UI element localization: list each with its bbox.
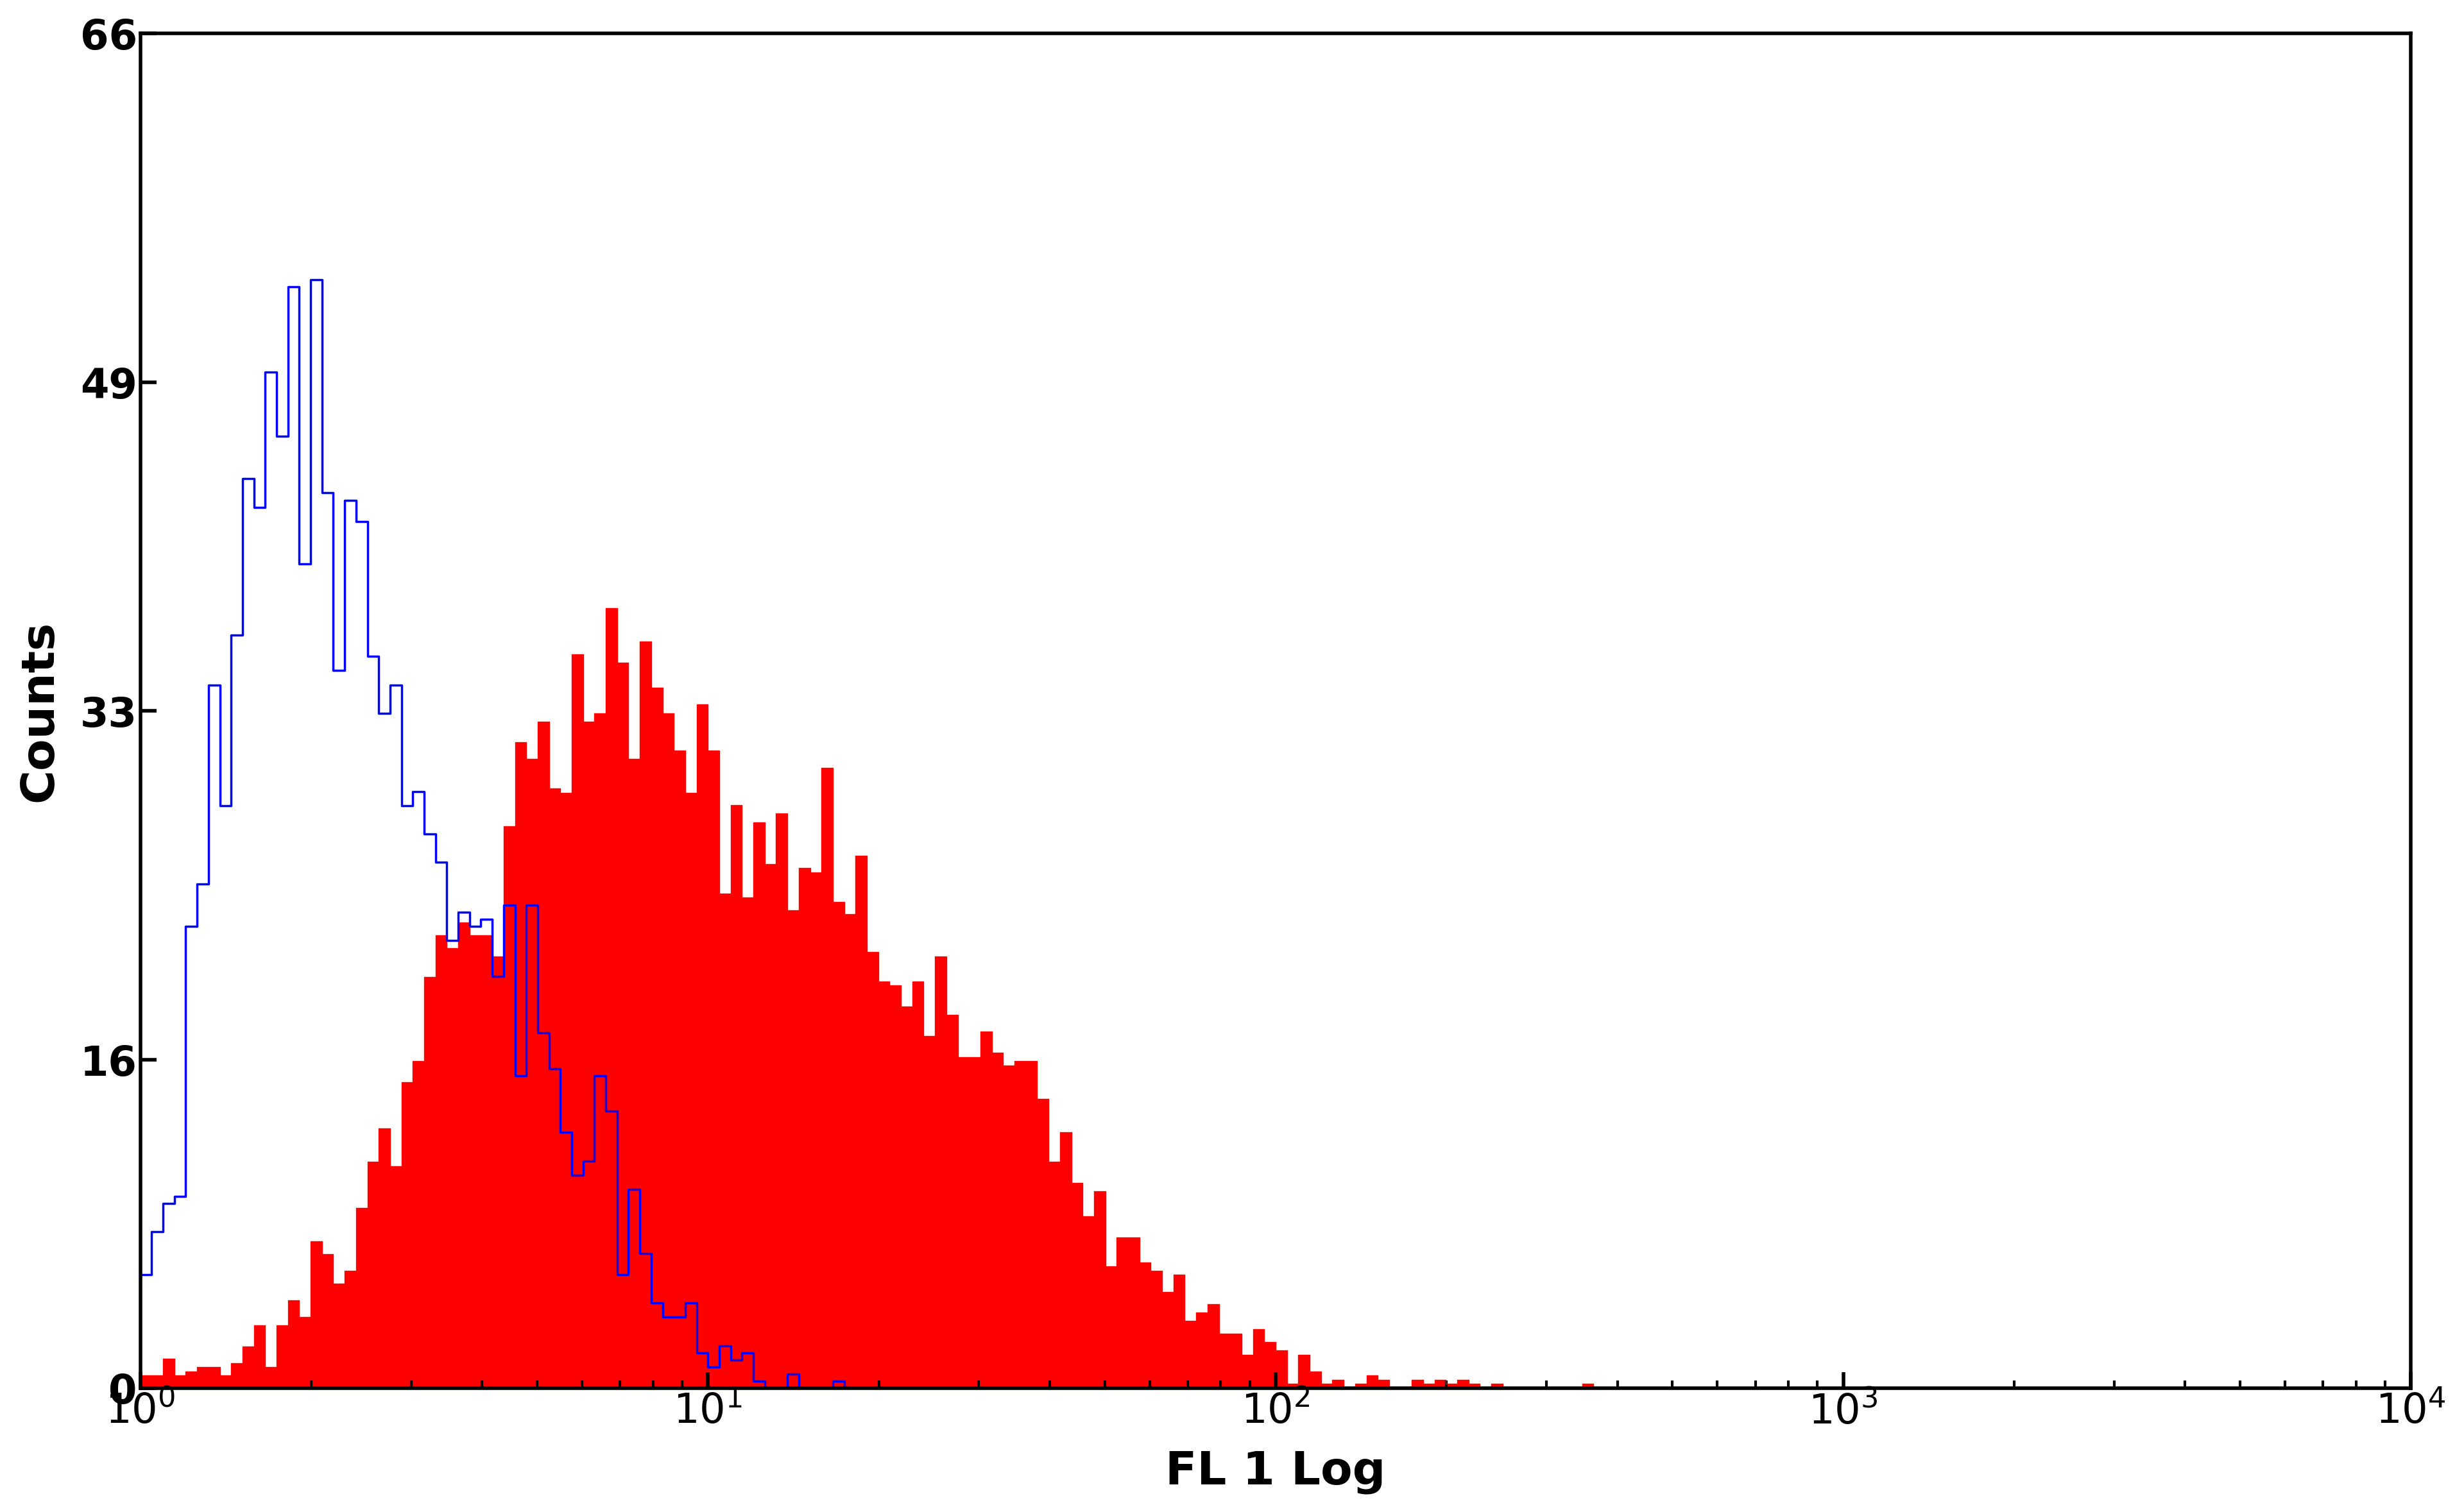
Y-axis label: Counts: Counts — [17, 620, 62, 801]
X-axis label: FL 1 Log: FL 1 Log — [1165, 1450, 1385, 1494]
